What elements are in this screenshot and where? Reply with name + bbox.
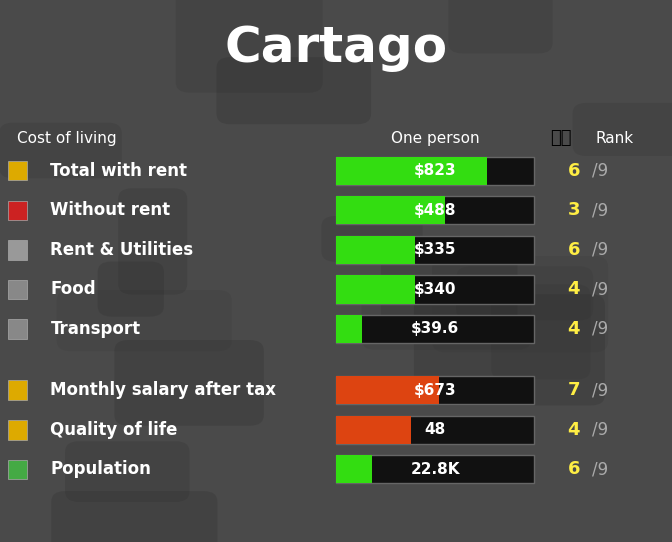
FancyBboxPatch shape — [65, 441, 190, 502]
FancyBboxPatch shape — [51, 491, 218, 542]
Bar — [336, 236, 534, 264]
Text: $39.6: $39.6 — [411, 321, 459, 337]
Text: Rank: Rank — [596, 131, 634, 146]
Bar — [336, 455, 372, 483]
Text: Monthly salary after tax: Monthly salary after tax — [50, 381, 276, 399]
Text: 6: 6 — [567, 162, 580, 180]
Text: /9: /9 — [592, 280, 608, 299]
Text: Food: Food — [50, 280, 96, 299]
Bar — [336, 196, 534, 224]
Text: 4: 4 — [567, 320, 580, 338]
FancyBboxPatch shape — [216, 57, 371, 124]
Text: Rent & Utilities: Rent & Utilities — [50, 241, 194, 259]
Bar — [336, 376, 439, 404]
FancyBboxPatch shape — [118, 188, 187, 294]
Bar — [336, 157, 487, 185]
Text: $340: $340 — [414, 282, 456, 297]
Bar — [336, 315, 534, 343]
Text: /9: /9 — [592, 421, 608, 439]
FancyBboxPatch shape — [573, 103, 672, 156]
Text: $335: $335 — [414, 242, 456, 257]
Text: 7: 7 — [567, 381, 580, 399]
Bar — [8, 380, 27, 400]
Text: Cartago: Cartago — [224, 24, 448, 73]
Text: 4: 4 — [567, 421, 580, 439]
Text: 48: 48 — [425, 422, 446, 437]
FancyBboxPatch shape — [381, 236, 517, 337]
Text: Total with rent: Total with rent — [50, 162, 187, 180]
Bar — [8, 420, 27, 440]
FancyBboxPatch shape — [432, 256, 608, 352]
FancyBboxPatch shape — [56, 290, 232, 351]
Bar — [8, 161, 27, 180]
FancyBboxPatch shape — [175, 0, 323, 93]
Text: One person: One person — [391, 131, 479, 146]
Bar — [336, 376, 534, 404]
Text: /9: /9 — [592, 320, 608, 338]
Text: Cost of living: Cost of living — [17, 131, 116, 146]
FancyBboxPatch shape — [114, 340, 264, 425]
Bar — [336, 315, 362, 343]
Text: $673: $673 — [414, 383, 456, 398]
Bar — [336, 275, 534, 304]
Text: Transport: Transport — [50, 320, 140, 338]
Text: Quality of life: Quality of life — [50, 421, 178, 439]
Text: 🇨🇷: 🇨🇷 — [550, 129, 572, 147]
Bar — [336, 455, 534, 483]
Text: /9: /9 — [592, 241, 608, 259]
Bar — [336, 157, 534, 185]
Bar — [336, 416, 411, 444]
FancyBboxPatch shape — [414, 294, 605, 405]
FancyBboxPatch shape — [97, 261, 164, 317]
FancyBboxPatch shape — [491, 285, 591, 379]
Text: $488: $488 — [414, 203, 456, 218]
Text: Population: Population — [50, 460, 151, 479]
Text: 6: 6 — [567, 241, 580, 259]
Bar — [8, 280, 27, 299]
Bar — [336, 236, 415, 264]
Bar — [8, 319, 27, 339]
Text: 3: 3 — [567, 201, 580, 220]
Text: 4: 4 — [567, 280, 580, 299]
Text: /9: /9 — [592, 460, 608, 479]
FancyBboxPatch shape — [362, 294, 532, 350]
Bar — [336, 196, 445, 224]
Bar — [8, 240, 27, 260]
Text: /9: /9 — [592, 162, 608, 180]
Text: /9: /9 — [592, 201, 608, 220]
FancyBboxPatch shape — [321, 216, 423, 262]
FancyBboxPatch shape — [448, 0, 552, 53]
Bar — [336, 416, 534, 444]
Text: /9: /9 — [592, 381, 608, 399]
FancyBboxPatch shape — [0, 122, 122, 178]
Text: 6: 6 — [567, 460, 580, 479]
Text: 22.8K: 22.8K — [411, 462, 460, 477]
Text: Without rent: Without rent — [50, 201, 171, 220]
Bar — [8, 460, 27, 479]
Bar — [336, 275, 415, 304]
Bar — [8, 201, 27, 220]
FancyBboxPatch shape — [456, 266, 593, 320]
Text: $823: $823 — [414, 163, 456, 178]
